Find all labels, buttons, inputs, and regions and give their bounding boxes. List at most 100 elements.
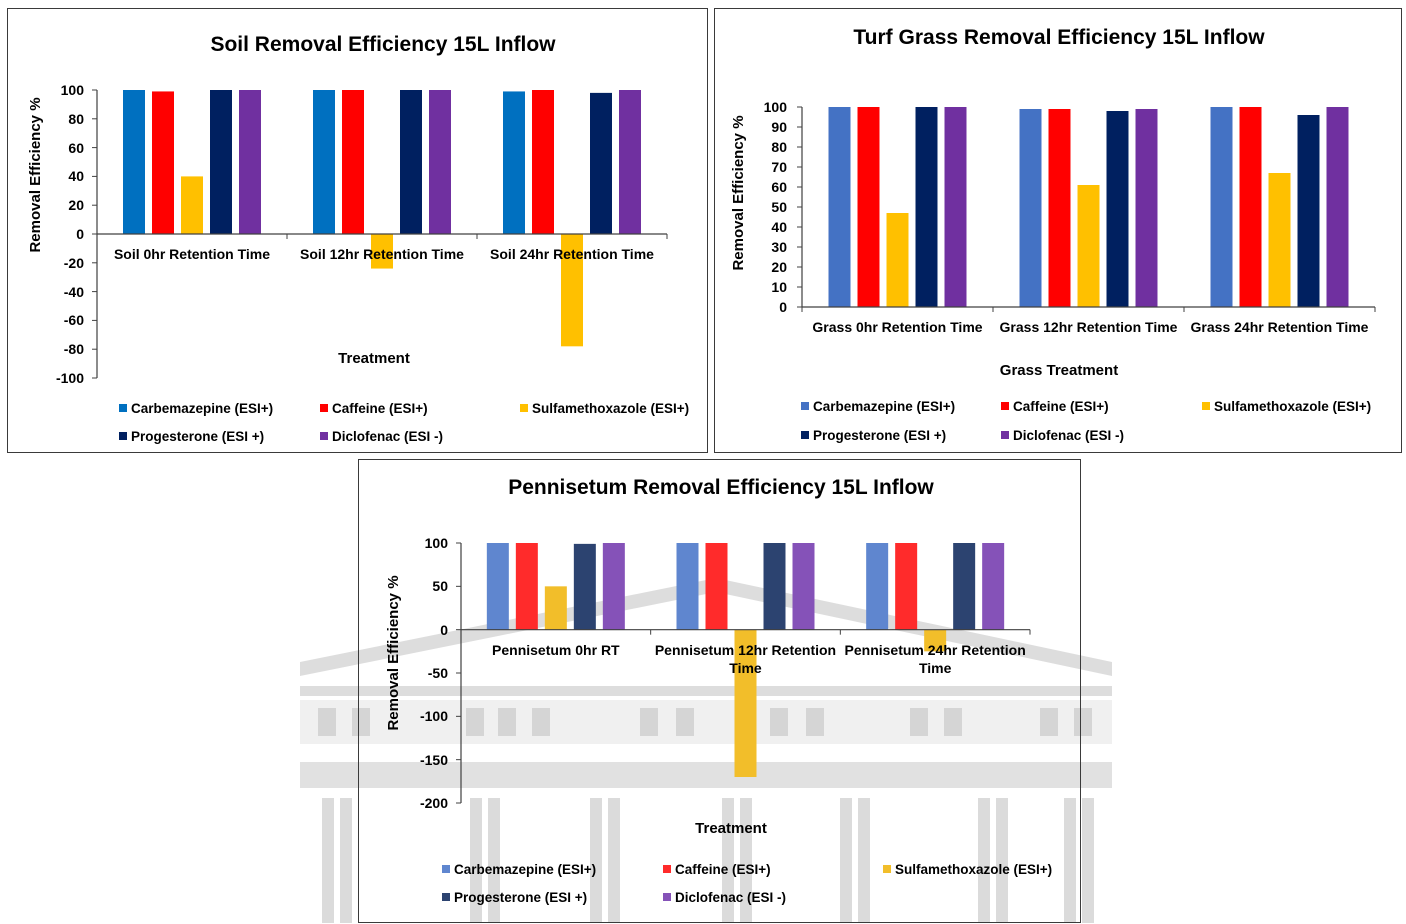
y-tick-label: 40 — [68, 168, 84, 185]
bar-diclofenac-esi-grass-24hr-retention-time — [1326, 107, 1349, 307]
bar-caffeine-esi-pennisetum-0hr-rt — [515, 543, 538, 630]
legend-label: Carbemazepine (ESI+) — [813, 398, 956, 414]
bar-caffeine-esi-pennisetum-24hr-retention-time — [895, 543, 918, 630]
bar-progesterone-esi-soil-0hr-retention-time — [210, 90, 232, 234]
y-tick-label: -150 — [419, 751, 448, 768]
y-tick-label: 100 — [424, 535, 448, 551]
bar-sulfamethoxazole-esi-grass-12hr-retention-time — [1077, 185, 1100, 307]
legend-label: Progesterone (ESI +) — [454, 889, 588, 905]
legend-label: Caffeine (ESI+) — [332, 400, 428, 416]
legend-swatch — [119, 404, 127, 412]
y-tick-label: 40 — [771, 219, 787, 235]
legend-swatch — [442, 893, 450, 901]
legend-item-sulfamethoxazole-esi: Sulfamethoxazole (ESI+) — [520, 399, 689, 417]
bar-caffeine-esi-grass-12hr-retention-time — [1048, 109, 1071, 307]
y-tick-label: 60 — [771, 179, 787, 195]
legend-item-diclofenac-esi: Diclofenac (ESI -) — [320, 427, 443, 445]
legend-swatch — [801, 431, 809, 439]
bar-carbemazepine-esi-grass-12hr-retention-time — [1019, 109, 1042, 307]
legend-item-progesterone-esi: Progesterone (ESI +) — [801, 426, 946, 444]
bar-sulfamethoxazole-esi-grass-24hr-retention-time — [1268, 173, 1291, 307]
bar-progesterone-esi-grass-12hr-retention-time — [1106, 111, 1129, 307]
y-tick-label: 80 — [68, 110, 84, 127]
y-tick-label: -20 — [63, 254, 84, 271]
bar-progesterone-esi-pennisetum-24hr-retention-time — [953, 543, 976, 630]
legend-label: Caffeine (ESI+) — [1013, 398, 1109, 414]
soil-chart-panel: Soil Removal Efficiency 15L Inflow Remov… — [7, 8, 708, 453]
bar-carbemazepine-esi-pennisetum-0hr-rt — [486, 543, 509, 630]
bar-diclofenac-esi-soil-12hr-retention-time — [429, 90, 451, 234]
legend-label: Sulfamethoxazole (ESI+) — [895, 861, 1053, 877]
legend-label: Caffeine (ESI+) — [675, 861, 771, 877]
bar-carbemazepine-esi-soil-24hr-retention-time — [503, 91, 525, 234]
bar-diclofenac-esi-soil-24hr-retention-time — [619, 90, 641, 234]
x-axis-title: Grass Treatment — [999, 362, 1119, 379]
pennisetum-plot-area — [456, 542, 1031, 804]
bar-carbemazepine-esi-pennisetum-12hr-retention-time — [676, 543, 699, 630]
legend-swatch — [119, 432, 127, 440]
legend-swatch — [883, 865, 891, 873]
y-tick-label: 0 — [440, 621, 448, 638]
legend-item-sulfamethoxazole-esi: Sulfamethoxazole (ESI+) — [883, 860, 1052, 878]
y-tick-label: -60 — [63, 312, 84, 329]
bar-carbemazepine-esi-soil-0hr-retention-time — [123, 90, 145, 234]
bar-caffeine-esi-soil-24hr-retention-time — [532, 90, 554, 234]
y-tick-label: 70 — [771, 159, 787, 175]
bar-progesterone-esi-grass-0hr-retention-time — [915, 107, 938, 307]
legend-label: Sulfamethoxazole (ESI+) — [532, 400, 690, 416]
legend-swatch — [320, 432, 328, 440]
bar-sulfamethoxazole-esi-pennisetum-0hr-rt — [544, 586, 567, 630]
bar-caffeine-esi-grass-0hr-retention-time — [857, 107, 880, 307]
bar-progesterone-esi-soil-24hr-retention-time — [590, 92, 612, 234]
y-tick-label: 80 — [771, 139, 787, 155]
pennisetum-chart-panel: Pennisetum Removal Efficiency 15L Inflow… — [358, 459, 1081, 923]
x-category-label: Grass 12hr Retention Time — [999, 319, 1178, 335]
bar-carbemazepine-esi-grass-24hr-retention-time — [1210, 107, 1233, 307]
bar-progesterone-esi-soil-12hr-retention-time — [400, 90, 422, 234]
legend-swatch — [663, 893, 671, 901]
y-tick-label: 100 — [763, 99, 787, 115]
legend-label: Diclofenac (ESI -) — [675, 889, 787, 905]
chart-title: Turf Grass Removal Efficiency 15L Inflow — [853, 26, 1265, 49]
x-axis-title: Treatment — [695, 820, 767, 837]
bar-progesterone-esi-pennisetum-0hr-rt — [573, 543, 596, 630]
grass-plot-area — [797, 106, 1376, 312]
x-category-label: Soil 24hr Retention Time — [490, 246, 654, 262]
legend-label: Sulfamethoxazole (ESI+) — [1214, 398, 1372, 414]
y-tick-label: 20 — [68, 197, 84, 214]
bar-progesterone-esi-grass-24hr-retention-time — [1297, 115, 1320, 307]
legend-item-carbemazepine-esi: Carbemazepine (ESI+) — [801, 397, 955, 415]
watermark-column — [1082, 798, 1094, 923]
legend-swatch — [442, 865, 450, 873]
legend-label: Diclofenac (ESI -) — [332, 428, 444, 444]
legend-item-progesterone-esi: Progesterone (ESI +) — [442, 888, 587, 906]
x-category-label: Pennisetum 24hr Retention Time — [844, 641, 1026, 676]
legend-swatch — [663, 865, 671, 873]
bar-carbemazepine-esi-pennisetum-24hr-retention-time — [866, 543, 889, 630]
legend-label: Carbemazepine (ESI+) — [131, 400, 274, 416]
y-tick-label: 10 — [771, 279, 787, 295]
legend-label: Carbemazepine (ESI+) — [454, 861, 597, 877]
legend-item-sulfamethoxazole-esi: Sulfamethoxazole (ESI+) — [1202, 397, 1371, 415]
bar-diclofenac-esi-pennisetum-0hr-rt — [602, 543, 625, 630]
bar-caffeine-esi-soil-12hr-retention-time — [342, 90, 364, 234]
bar-diclofenac-esi-soil-0hr-retention-time — [239, 90, 261, 234]
bar-diclofenac-esi-grass-12hr-retention-time — [1135, 109, 1158, 307]
bar-progesterone-esi-pennisetum-12hr-retention-time — [763, 543, 786, 630]
legend-item-carbemazepine-esi: Carbemazepine (ESI+) — [119, 399, 273, 417]
bar-sulfamethoxazole-esi-soil-12hr-retention-time — [371, 234, 393, 269]
watermark-column — [322, 798, 334, 923]
bar-diclofenac-esi-pennisetum-24hr-retention-time — [982, 543, 1005, 630]
y-tick-label: -200 — [419, 795, 448, 811]
legend-item-diclofenac-esi: Diclofenac (ESI -) — [1001, 426, 1124, 444]
y-tick-label: -80 — [63, 341, 84, 358]
bar-caffeine-esi-grass-24hr-retention-time — [1239, 107, 1262, 307]
legend-item-carbemazepine-esi: Carbemazepine (ESI+) — [442, 860, 596, 878]
y-tick-label: 100 — [60, 82, 84, 98]
turf-grass-chart-panel: Turf Grass Removal Efficiency 15L Inflow… — [714, 8, 1402, 453]
x-category-label: Grass 24hr Retention Time — [1190, 319, 1369, 335]
y-tick-label: 20 — [771, 259, 787, 275]
bar-carbemazepine-esi-soil-12hr-retention-time — [313, 90, 335, 234]
chart-title: Soil Removal Efficiency 15L Inflow — [210, 33, 556, 56]
y-tick-label: -100 — [55, 370, 84, 386]
